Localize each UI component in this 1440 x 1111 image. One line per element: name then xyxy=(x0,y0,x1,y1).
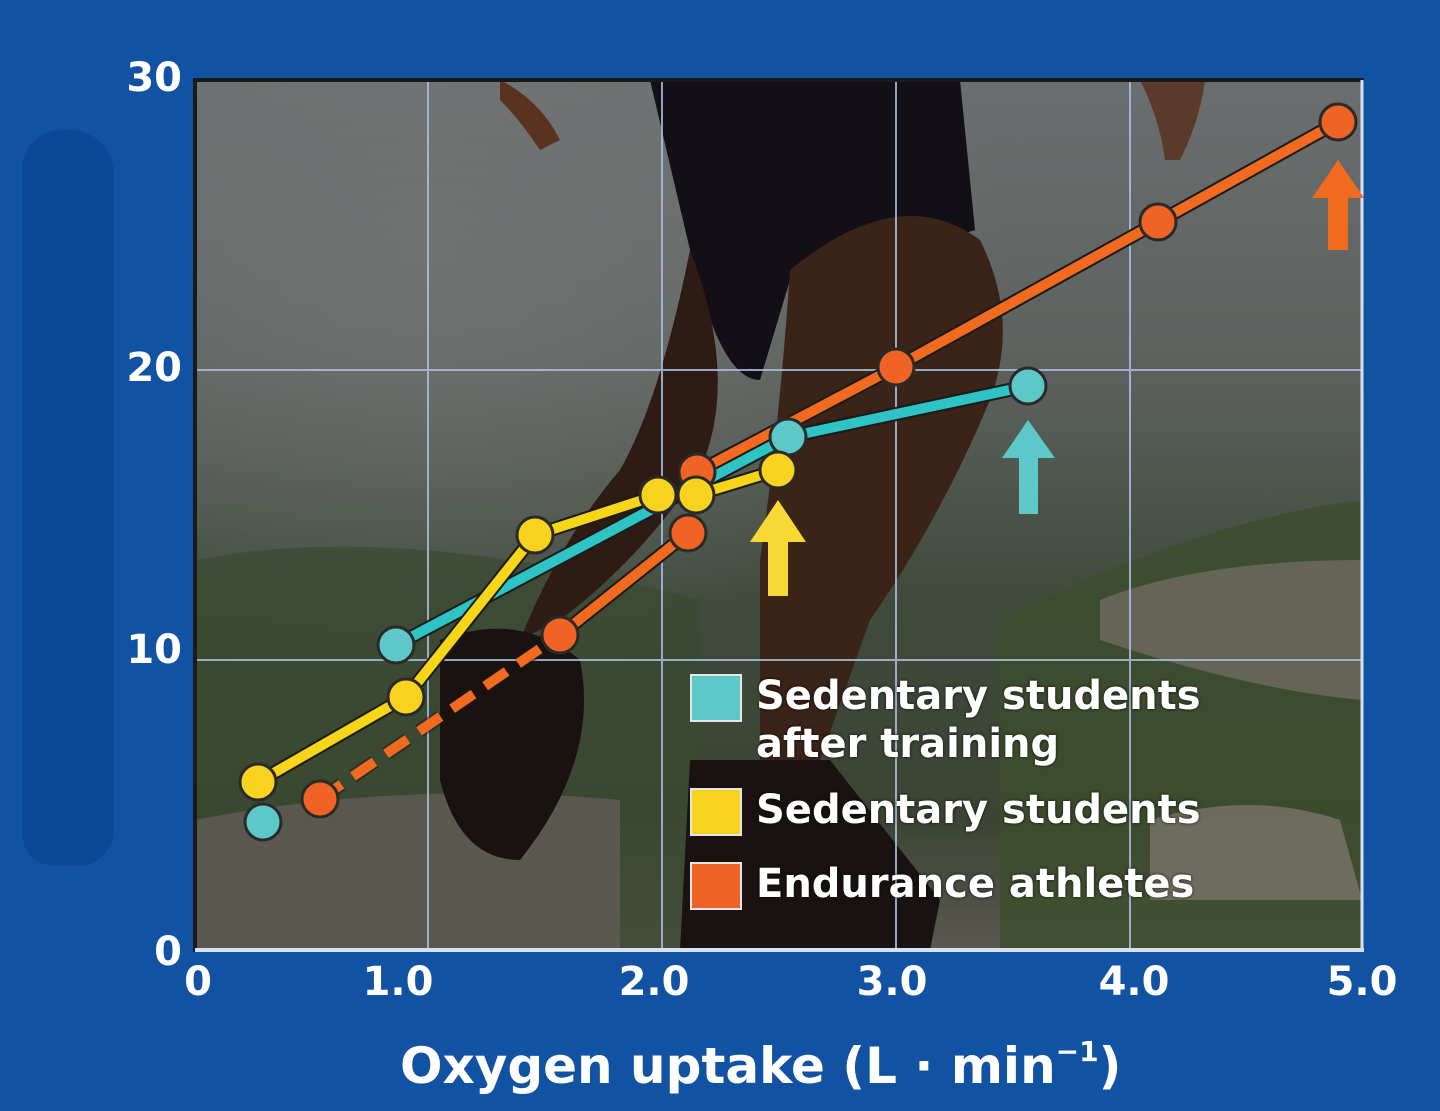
x-axis-label-exponent: −1 xyxy=(1055,1035,1099,1068)
x-tick-5: 5.0 xyxy=(1326,959,1398,1005)
legend-item-after-training: Sedentary students after training xyxy=(690,672,1201,768)
x-tick-0: 0 xyxy=(184,959,212,1005)
x-tick-3: 3.0 xyxy=(856,959,928,1005)
x-axis-label-close: ) xyxy=(1098,1037,1122,1095)
arrow-up-icon xyxy=(1312,160,1364,250)
x-axis-label: Oxygen uptake (L · min−1) xyxy=(400,1024,1121,1094)
legend-swatch-orange xyxy=(690,862,742,910)
legend-label-line1: Sedentary students xyxy=(756,673,1201,719)
legend-label: Endurance athletes xyxy=(756,861,1195,907)
obscured-y-axis-label-tail xyxy=(22,560,88,866)
x-axis-label-main: Oxygen uptake (L · min xyxy=(400,1037,1056,1095)
legend-swatch-yellow xyxy=(690,788,742,836)
legend-swatch-teal xyxy=(690,674,742,722)
legend-label: Sedentary students after training xyxy=(756,672,1201,768)
y-tick-10: 10 xyxy=(126,627,182,673)
arrow-up-icon xyxy=(1002,420,1055,514)
grid-lines xyxy=(195,80,1362,950)
y-tick-20: 20 xyxy=(126,345,182,391)
y-tick-0: 0 xyxy=(154,929,182,975)
legend-item-endurance: Endurance athletes xyxy=(690,860,1194,910)
markers xyxy=(238,102,1358,842)
y-tick-30: 30 xyxy=(126,55,182,101)
x-tick-4: 4.0 xyxy=(1098,959,1170,1005)
legend-label-line2: after training xyxy=(756,721,1060,767)
arrow-up-icon xyxy=(750,500,806,596)
legend-label: Sedentary students xyxy=(756,787,1201,833)
x-tick-2: 2.0 xyxy=(618,959,690,1005)
legend-item-sedentary: Sedentary students xyxy=(690,786,1201,836)
plot-frame xyxy=(193,78,1364,952)
x-tick-1: 1.0 xyxy=(362,959,434,1005)
